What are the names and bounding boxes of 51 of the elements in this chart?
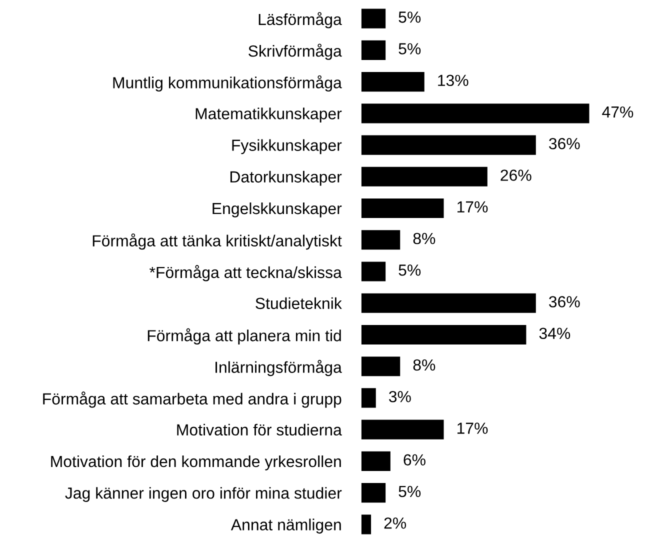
y-tick-label: Fysikkunskaper — [232, 139, 342, 154]
y-tick-label: Engelskkunskaper — [212, 202, 342, 218]
y-tick-label: Jag känner ingen oro inför mina studier — [65, 487, 342, 502]
y-tick-label: Skrivförmåga — [248, 44, 342, 60]
bar — [361, 356, 400, 376]
y-tick-label: Studieteknik — [256, 297, 342, 310]
data-label: 3% — [388, 390, 411, 402]
bar — [361, 483, 386, 503]
bar — [361, 514, 372, 534]
data-label: 36% — [549, 296, 580, 308]
bar — [361, 135, 536, 155]
bar — [361, 230, 400, 250]
data-label: 17% — [457, 422, 488, 434]
y-tick-label: Annat nämligen — [230, 518, 341, 534]
y-tick-label: *Förmåga att teckna/skissa — [150, 265, 342, 282]
bar — [361, 388, 376, 408]
y-tick-label: Datorkunskaper — [230, 170, 342, 186]
data-label: 5% — [398, 486, 421, 498]
bar — [361, 293, 536, 313]
bar — [361, 104, 590, 124]
y-tick-label: Motivation för den kommande yrkesrollen — [51, 455, 341, 470]
bar — [361, 166, 488, 186]
y-tick-label: Inlärningsförmåga — [216, 360, 342, 376]
bar — [361, 420, 444, 440]
data-label: 8% — [413, 359, 436, 371]
data-label: 5% — [398, 12, 421, 23]
data-label: 5% — [398, 264, 421, 276]
y-tick-label: Förmåga att samarbeta med andra i grupp — [43, 392, 342, 408]
bar — [361, 324, 526, 345]
data-label: 26% — [500, 170, 532, 181]
data-label: 8% — [413, 232, 436, 244]
bar — [361, 40, 386, 60]
data-label: 36% — [549, 138, 580, 150]
bar — [361, 451, 390, 472]
bar — [361, 262, 386, 282]
y-tick-label: Förmåga att tänka kritiskt/analytiskt — [92, 233, 342, 250]
data-label: 6% — [404, 454, 426, 466]
data-label: 5% — [398, 43, 421, 54]
y-tick-label: Matematikkunskaper — [196, 108, 342, 122]
y-tick-label: Läsförmåga — [258, 12, 342, 28]
data-label: 17% — [457, 201, 488, 212]
data-label: 13% — [438, 74, 468, 86]
y-tick-label: Muntlig kommunikationsförmåga — [113, 75, 342, 92]
y-tick-label: Förmåga att planera min tid — [148, 328, 341, 344]
data-label: 34% — [539, 328, 570, 340]
y-tick-label: Motivation för studierna — [177, 424, 342, 436]
bar — [361, 198, 444, 218]
bar — [361, 8, 386, 28]
bar — [361, 72, 424, 92]
data-label: 2% — [384, 517, 406, 529]
data-label: 47% — [602, 106, 634, 118]
